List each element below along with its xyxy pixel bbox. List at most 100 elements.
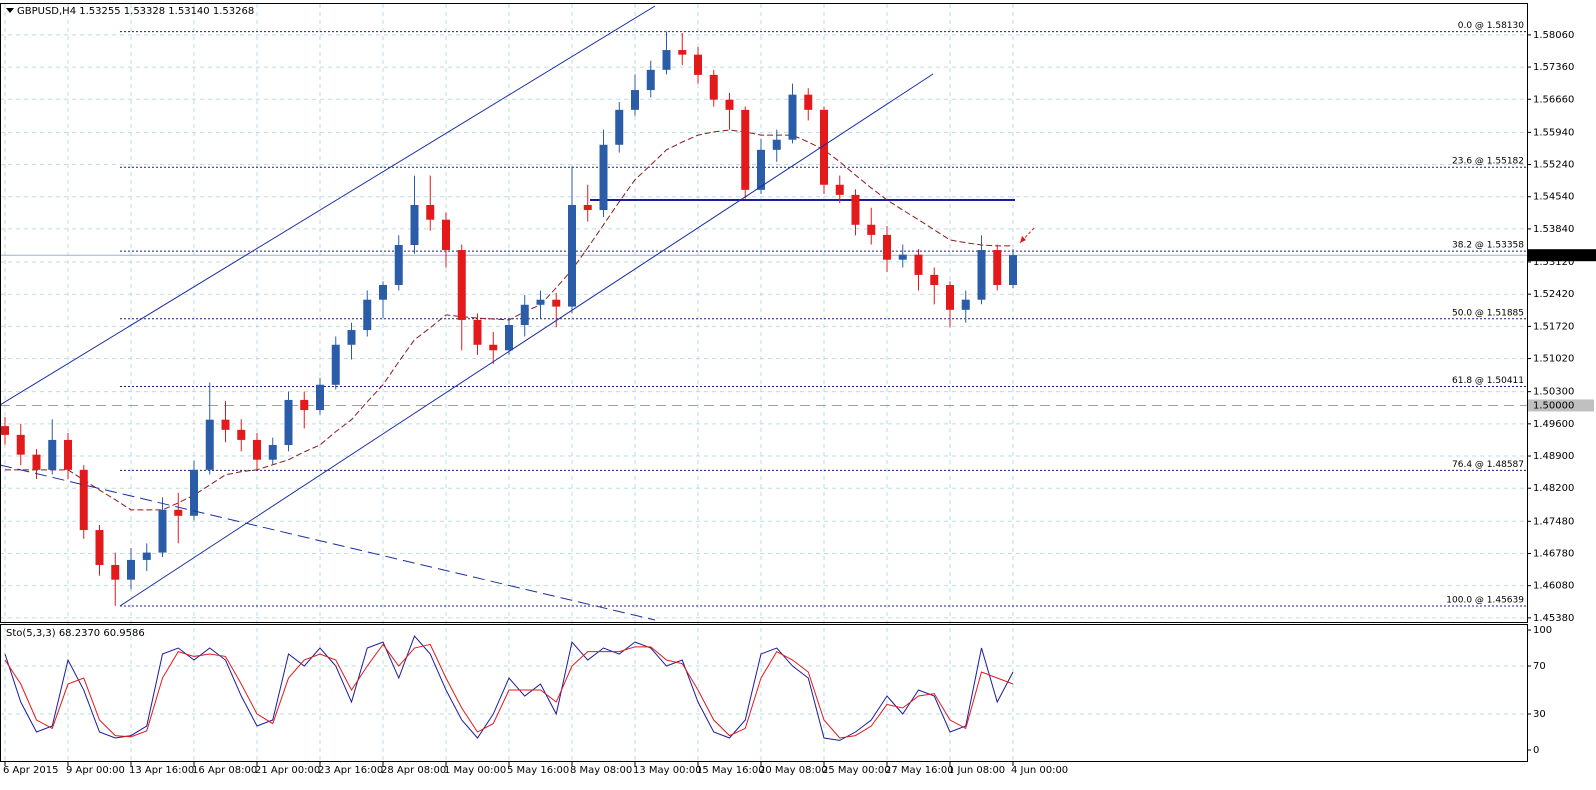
y-tick-label: 1.49600 xyxy=(1533,419,1574,430)
x-tick-label: 13 May 00:00 xyxy=(633,765,702,776)
candle-body xyxy=(79,469,88,531)
fib-label: 100.0 @ 1.45639 xyxy=(1446,595,1524,605)
candle-body xyxy=(977,250,986,300)
fib-label: 50.0 @ 1.51885 xyxy=(1452,308,1524,318)
candle-body xyxy=(536,299,545,305)
y-tick-label: 1.58060 xyxy=(1533,30,1574,41)
y-tick-label: 70 xyxy=(1533,661,1546,672)
candle-body xyxy=(678,50,687,55)
candle-body xyxy=(268,444,277,460)
y-tick-label: 100 xyxy=(1533,625,1552,636)
candle-body xyxy=(662,50,671,70)
candle-body xyxy=(331,344,340,385)
candle-body xyxy=(64,439,72,470)
candle-body xyxy=(757,149,765,190)
grid xyxy=(0,4,1527,761)
y-tick-label: 1.48200 xyxy=(1533,483,1574,494)
x-tick-label: 27 May 16:00 xyxy=(885,765,954,776)
fib-label: 0.0 @ 1.58130 xyxy=(1458,21,1525,31)
y-tick-label: 1.53120 xyxy=(1533,257,1574,268)
y-tick-label: 1.50300 xyxy=(1533,387,1574,398)
x-tick-label: 5 May 16:00 xyxy=(507,765,569,776)
candle-body xyxy=(95,530,104,565)
candle-body xyxy=(835,184,844,195)
y-tick-label: 1.45380 xyxy=(1533,613,1574,624)
candle-body xyxy=(410,204,419,245)
candle-body xyxy=(898,254,907,260)
y-tick-label: 0 xyxy=(1533,745,1539,756)
candle-body xyxy=(394,244,403,285)
candle-body xyxy=(788,94,797,140)
candle-body xyxy=(631,90,639,110)
y-tick-label: 1.56660 xyxy=(1533,94,1574,105)
candle-body xyxy=(552,299,561,307)
last-price-box xyxy=(1528,249,1596,262)
x-tick-label: 28 Apr 08:00 xyxy=(381,765,446,776)
candle-body xyxy=(379,284,387,300)
fib-label: 23.6 @ 1.55182 xyxy=(1452,157,1524,167)
candle-body xyxy=(284,399,293,445)
candle-body xyxy=(32,454,41,470)
candle-body xyxy=(568,204,576,307)
x-tick-label: 16 Apr 08:00 xyxy=(192,765,257,776)
y-tick-label: 1.48900 xyxy=(1533,451,1574,462)
candle-body xyxy=(158,509,167,553)
x-tick-label: 23 Apr 16:00 xyxy=(318,765,383,776)
x-tick-label: 25 May 00:00 xyxy=(822,765,891,776)
last-price-label: 1.53268 xyxy=(1531,250,1572,261)
x-tick-label: 1 Jun 08:00 xyxy=(948,765,1005,776)
candle-body xyxy=(851,194,860,225)
candle-body xyxy=(253,439,261,460)
x-tick-label: 15 May 16:00 xyxy=(696,765,765,776)
candle-body xyxy=(205,419,214,470)
candle-body xyxy=(111,564,120,580)
level-box xyxy=(1528,399,1594,412)
candle-body xyxy=(709,74,718,100)
x-tick-label: 1 May 00:00 xyxy=(444,765,506,776)
y-tick-label: 1.52420 xyxy=(1533,289,1574,300)
chart-title: GBPUSD,H4 1.53255 1.53328 1.53140 1.5326… xyxy=(17,6,254,17)
candle-body xyxy=(946,284,954,310)
y-tick-label: 1.51020 xyxy=(1533,354,1574,365)
y-tick-label: 1.53840 xyxy=(1533,224,1574,235)
candle-body xyxy=(583,204,592,211)
candle-body xyxy=(505,324,513,351)
candle-body xyxy=(347,330,356,345)
candle-body xyxy=(867,224,876,235)
y-tick-label: 1.46780 xyxy=(1533,548,1574,559)
candle-body xyxy=(442,219,450,251)
trend-line xyxy=(0,464,656,621)
candle-body xyxy=(883,234,891,260)
sto-line xyxy=(4,643,1014,739)
x-tick-label: 4 Jun 00:00 xyxy=(1011,765,1068,776)
y-tick-label: 1.46080 xyxy=(1533,581,1574,592)
fib-label: 76.4 @ 1.48587 xyxy=(1452,460,1524,470)
candle-body xyxy=(473,319,482,345)
candle-body xyxy=(316,384,324,411)
channel-lower xyxy=(119,73,934,607)
y-tick-label: 1.47480 xyxy=(1533,516,1574,527)
candle-body xyxy=(127,559,135,580)
candle-body xyxy=(930,274,939,285)
fib-label: 61.8 @ 1.50411 xyxy=(1452,376,1524,386)
candle-body xyxy=(725,99,734,110)
y-tick-label: 1.54540 xyxy=(1533,192,1574,203)
candle-body xyxy=(961,299,970,310)
candle-body xyxy=(1009,255,1017,285)
candle-body xyxy=(363,299,372,331)
candle-body xyxy=(426,204,435,220)
level-label: 1.50000 xyxy=(1533,400,1574,411)
x-tick-label: 13 Apr 16:00 xyxy=(129,765,194,776)
candle-body xyxy=(820,109,828,185)
candle-body xyxy=(615,109,624,145)
candle-body xyxy=(221,419,230,430)
candle-body xyxy=(599,144,608,211)
candle-body xyxy=(1,426,9,435)
main-frame xyxy=(0,3,1528,623)
candle-body xyxy=(914,254,923,275)
y-tick-label: 1.57360 xyxy=(1533,62,1574,73)
y-tick-label: 1.51720 xyxy=(1533,321,1574,332)
candle-body xyxy=(142,552,151,560)
